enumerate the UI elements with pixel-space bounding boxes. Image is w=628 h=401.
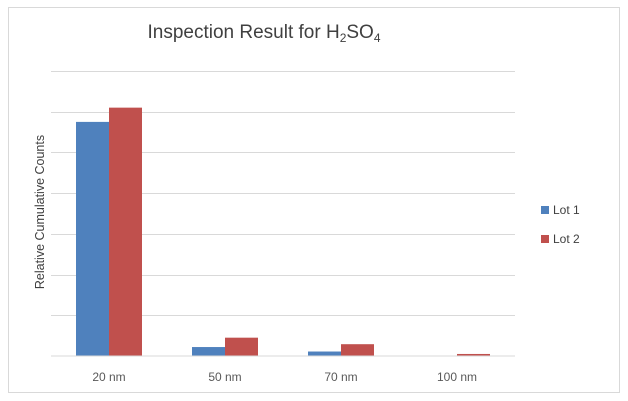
bar-lot-1-20-nm bbox=[76, 121, 109, 357]
legend-label-lot-1: Lot 1 bbox=[553, 203, 580, 217]
x-tick-label: 50 nm bbox=[208, 370, 241, 384]
chart-title: Inspection Result for H2SO4 bbox=[147, 22, 381, 45]
legend: Lot 1 Lot 2 bbox=[541, 202, 580, 260]
x-tick-label: 70 nm bbox=[324, 370, 357, 384]
bar-lot-1-50-nm bbox=[192, 347, 225, 356]
bars bbox=[76, 107, 490, 357]
bar-lot-2-50-nm bbox=[225, 337, 258, 356]
legend-item-lot-2: Lot 2 bbox=[541, 231, 580, 247]
legend-swatch-lot-1 bbox=[541, 206, 549, 214]
bar-lot-2-100-nm bbox=[457, 353, 490, 356]
x-tick-label: 100 nm bbox=[437, 370, 477, 384]
bar-lot-2-70-nm bbox=[341, 344, 374, 356]
legend-item-lot-1: Lot 1 bbox=[541, 202, 580, 218]
x-tick-label: 20 nm bbox=[92, 370, 125, 384]
x-tick-labels: 20 nm 50 nm 70 nm 100 nm bbox=[92, 370, 477, 384]
legend-swatch-lot-2 bbox=[541, 235, 549, 243]
bar-lot-1-70-nm bbox=[308, 351, 341, 356]
legend-label-lot-2: Lot 2 bbox=[553, 232, 580, 246]
bar-lot-2-20-nm bbox=[109, 107, 142, 357]
